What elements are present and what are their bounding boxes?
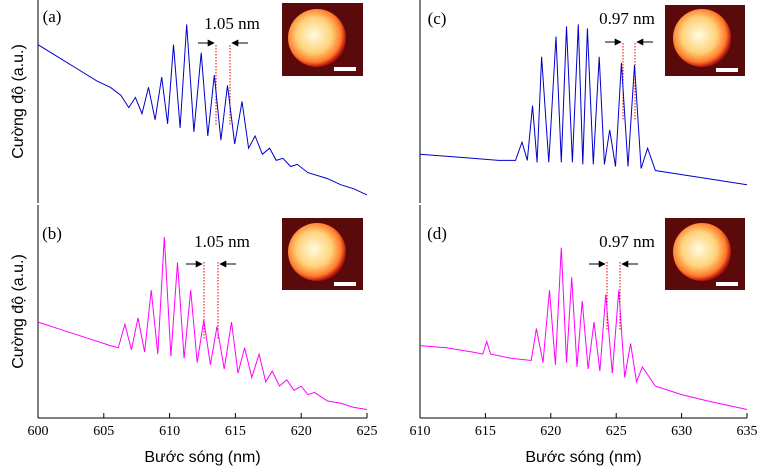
y-axis-label: Cường độ (a.u.) — [10, 254, 27, 369]
inset-photo — [282, 3, 745, 290]
x-tick-label: 605 — [93, 424, 114, 439]
panel-label: (d) — [427, 224, 447, 243]
x-tick-label: 615 — [225, 424, 246, 439]
x-axis-label: Bước sóng (nm) — [525, 449, 641, 466]
spectrum-line — [419, 24, 748, 186]
spectrum-line — [419, 247, 748, 410]
fsr-annotation: 1.05 nm — [194, 232, 250, 251]
panel-label: (b) — [42, 224, 62, 243]
spectrum-line — [37, 24, 368, 196]
panel-label: (a) — [43, 7, 62, 26]
y-axis-label: Cường độ (a.u.) — [10, 44, 27, 159]
x-tick-label: 620 — [291, 424, 312, 439]
fsr-annotation: 0.97 nm — [599, 9, 655, 28]
fsr-annotation: 1.05 nm — [204, 14, 260, 33]
panel-label: (c) — [428, 9, 447, 28]
x-tick-label: 620 — [540, 424, 561, 439]
x-tick-label: 625 — [357, 424, 378, 439]
x-tick-label: 625 — [606, 424, 627, 439]
fsr-annotation: 0.97 nm — [599, 232, 655, 251]
x-axis-label: Bước sóng (nm) — [144, 449, 260, 466]
x-tick-label: 630 — [671, 424, 692, 439]
x-tick-label: 635 — [737, 424, 758, 439]
x-tick-label: 610 — [410, 424, 431, 439]
spectrum-line — [37, 236, 368, 410]
x-tick-label: 610 — [159, 424, 180, 439]
x-tick-label: 600 — [28, 424, 49, 439]
fsr-markers — [186, 38, 653, 340]
x-tick-label: 615 — [475, 424, 496, 439]
